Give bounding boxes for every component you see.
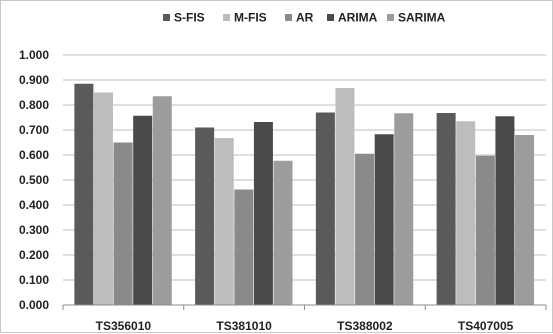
y-tick-label: 0.400: [19, 198, 49, 212]
legend-swatch-ar: [285, 14, 292, 21]
x-axis-categories: TS356010 TS381010 TS388002 TS407005: [96, 319, 514, 333]
y-tick-label: 0.600: [19, 148, 49, 162]
legend-label-arima: ARIMA: [338, 11, 378, 25]
bar-sarima-ts407005: [515, 135, 535, 305]
bar-ar-ts381010: [234, 189, 254, 305]
bar-arima-ts356010: [133, 115, 153, 305]
bar-s-fis-ts381010: [195, 127, 215, 305]
bar-arima-ts381010: [253, 122, 273, 305]
y-tick-label: 0.000: [19, 298, 49, 312]
bar-ar-ts356010: [113, 142, 133, 305]
bar-arima-ts388002: [374, 134, 394, 305]
legend-swatch-arima: [327, 14, 334, 21]
y-tick-label: 0.900: [19, 73, 49, 87]
bar-s-fis-ts356010: [74, 83, 94, 305]
bar-m-fis-ts407005: [456, 121, 476, 305]
y-tick-label: 0.200: [19, 248, 49, 262]
bar-arima-ts407005: [495, 116, 515, 305]
legend-label-s-fis: S-FIS: [174, 11, 205, 25]
y-tick-label: 0.100: [19, 273, 49, 287]
bar-m-fis-ts356010: [93, 92, 113, 305]
x-axis: [62, 304, 547, 310]
y-tick-label: 0.500: [19, 173, 49, 187]
legend: S-FIS M-FIS AR ARIMA SARIMA: [163, 11, 446, 25]
legend-swatch-sarima: [387, 14, 394, 21]
y-tick-label: 1.000: [19, 48, 49, 62]
y-tick-label: 0.800: [19, 98, 49, 112]
legend-swatch-m-fis: [223, 14, 230, 21]
legend-swatch-s-fis: [163, 14, 170, 21]
y-tick-label: 0.300: [19, 223, 49, 237]
legend-label-sarima: SARIMA: [398, 11, 446, 25]
x-category-label: TS356010: [96, 319, 152, 333]
bar-m-fis-ts381010: [214, 138, 234, 305]
x-category-label: TS381010: [216, 319, 272, 333]
y-axis-ticks: 0.000 0.100 0.200 0.300 0.400 0.500 0.600 0.700…: [19, 48, 49, 312]
x-category-label: TS407005: [458, 319, 514, 333]
bar-sarima-ts381010: [273, 160, 293, 305]
legend-label-ar: AR: [296, 11, 314, 25]
bar-m-fis-ts388002: [335, 88, 355, 305]
bar-sarima-ts388002: [394, 113, 414, 305]
x-category-label: TS388002: [337, 319, 393, 333]
bar-sarima-ts356010: [152, 96, 172, 305]
bar-ar-ts388002: [355, 153, 375, 305]
y-tick-label: 0.700: [19, 123, 49, 137]
bar-ar-ts407005: [475, 155, 495, 305]
bar-s-fis-ts388002: [315, 112, 335, 305]
bars: [74, 83, 535, 305]
legend-label-m-fis: M-FIS: [234, 11, 267, 25]
bar-s-fis-ts407005: [436, 113, 456, 305]
